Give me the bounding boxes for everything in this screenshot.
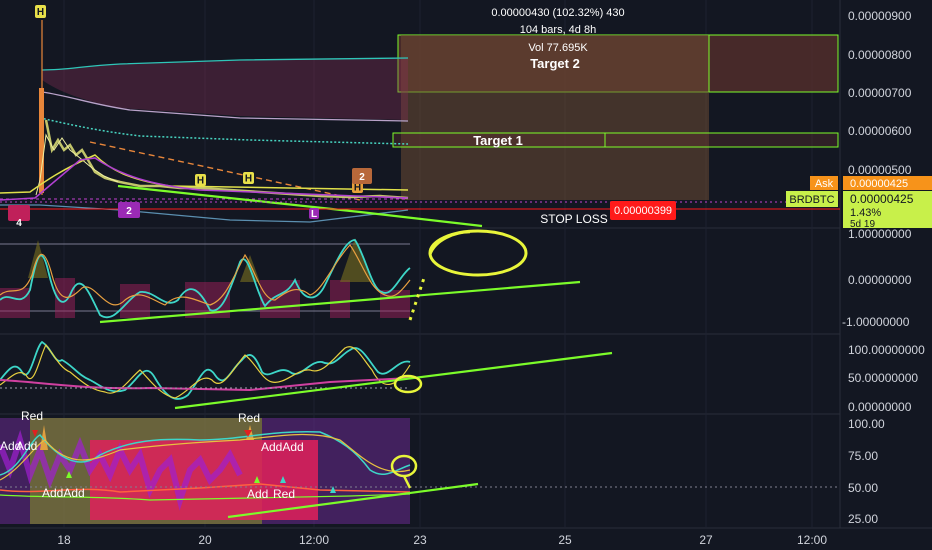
measure-line-2: 104 bars, 4d 8h — [520, 24, 596, 36]
time-tick-7: 12:00 — [797, 533, 827, 547]
price-tick-1: 0.00000900 — [848, 9, 912, 23]
signal-red-3: Red — [273, 487, 295, 501]
marker-h-2: H — [243, 172, 254, 185]
target-2-label: Target 2 — [530, 56, 580, 71]
target-1-zone[interactable] — [393, 133, 838, 147]
osc3-tick-3: 50.00 — [848, 481, 878, 495]
marker-2-orange: 2 — [352, 168, 372, 184]
time-tick-4: 23 — [413, 533, 427, 547]
signal-add-2: Add — [16, 439, 37, 453]
stop-loss-label: STOP LOSS — [540, 212, 608, 226]
svg-text:2: 2 — [359, 172, 365, 183]
osc3-tick-1: 100.00 — [848, 417, 885, 431]
price-tick-5: 0.00000500 — [848, 163, 912, 177]
svg-text:L: L — [311, 209, 317, 220]
marker-2-purple: 2 — [118, 202, 140, 218]
stop-price-tag: 0.00000399 — [610, 201, 676, 220]
signal-red-2: Red — [238, 411, 260, 425]
target-1-label: Target 1 — [473, 133, 523, 148]
osc3-tick-2: 75.00 — [848, 449, 878, 463]
osc3-tick-4: 25.00 — [848, 512, 878, 526]
signal-addadd-1: AddAdd — [42, 486, 85, 500]
osc2-tick-2: 50.00000000 — [848, 371, 918, 385]
svg-text:0.00000425: 0.00000425 — [850, 192, 914, 206]
svg-text:BRDBTC: BRDBTC — [789, 194, 834, 206]
time-tick-6: 27 — [699, 533, 713, 547]
osc1-tick-2: 0.00000000 — [848, 273, 912, 287]
measure-line-3: Vol 77.695K — [528, 42, 588, 54]
osc2-tick-1: 100.00000000 — [848, 343, 925, 357]
time-tick-5: 25 — [558, 533, 572, 547]
osc1-tick-3: -1.00000000 — [842, 315, 910, 329]
marker-h-top: H — [35, 5, 46, 18]
osc2-tick-3: 0.00000000 — [848, 400, 912, 414]
svg-text:H: H — [245, 174, 252, 185]
svg-text:H: H — [354, 183, 361, 194]
svg-text:0.00000425: 0.00000425 — [850, 178, 908, 190]
svg-text:0.00000399: 0.00000399 — [614, 205, 672, 217]
price-tick-4: 0.00000600 — [848, 124, 912, 138]
measure-line-1: 0.00000430 (102.32%) 430 — [491, 7, 624, 19]
osc1-tick-1: 1.00000000 — [848, 227, 912, 241]
time-tick-3: 12:00 — [299, 533, 329, 547]
signal-red-1: Red — [21, 409, 43, 423]
svg-text:1.43%: 1.43% — [850, 207, 881, 219]
time-tick-1: 18 — [57, 533, 71, 547]
marker-h-1: H — [195, 174, 206, 187]
price-tick-2: 0.00000800 — [848, 48, 912, 62]
svg-text:H: H — [197, 176, 204, 187]
ask-label: Ask 0.00000425 — [810, 176, 932, 190]
signal-addadd-2: AddAdd — [261, 440, 304, 454]
svg-text:4: 4 — [16, 218, 22, 229]
svg-text:H: H — [37, 7, 44, 18]
signal-add-3: Add — [247, 487, 268, 501]
marker-l: L — [309, 208, 319, 220]
price-tick-3: 0.00000700 — [848, 86, 912, 100]
svg-text:Ask: Ask — [815, 178, 834, 190]
time-tick-2: 20 — [198, 533, 212, 547]
svg-text:2: 2 — [126, 206, 132, 217]
